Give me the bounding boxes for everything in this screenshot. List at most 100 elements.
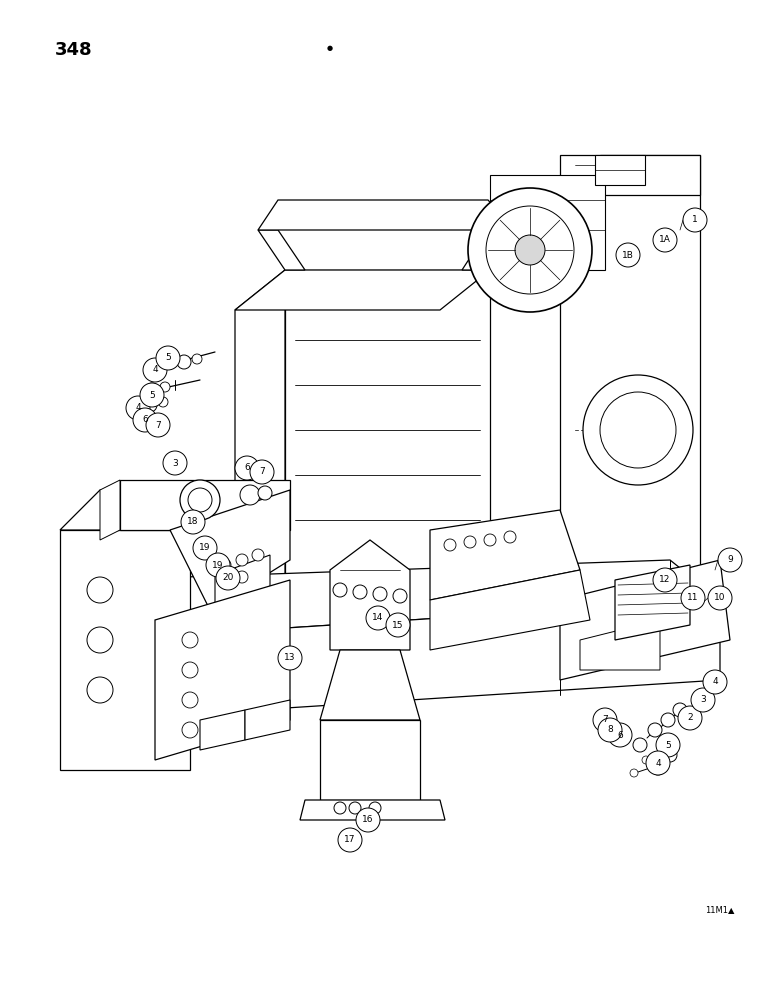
Polygon shape <box>320 720 420 800</box>
Polygon shape <box>170 490 290 610</box>
Circle shape <box>393 589 407 603</box>
Circle shape <box>633 738 647 752</box>
Text: 17: 17 <box>344 836 356 844</box>
Circle shape <box>373 587 387 601</box>
Text: 4: 4 <box>712 678 718 686</box>
Circle shape <box>366 606 390 630</box>
Text: 13: 13 <box>284 654 296 662</box>
Circle shape <box>642 756 650 764</box>
Polygon shape <box>100 560 720 640</box>
Text: 7: 7 <box>259 468 265 477</box>
Text: 2: 2 <box>687 714 693 722</box>
Polygon shape <box>320 650 420 720</box>
Polygon shape <box>100 480 120 540</box>
Circle shape <box>206 553 230 577</box>
Text: 5: 5 <box>665 740 671 750</box>
Polygon shape <box>258 230 305 270</box>
Circle shape <box>353 585 367 599</box>
Circle shape <box>653 568 677 592</box>
Circle shape <box>656 733 680 757</box>
Polygon shape <box>430 510 580 600</box>
Circle shape <box>646 751 670 775</box>
Circle shape <box>600 392 676 468</box>
Text: 4: 4 <box>135 403 141 412</box>
Polygon shape <box>60 490 230 530</box>
Text: 5: 5 <box>165 354 171 362</box>
Polygon shape <box>200 710 245 750</box>
Circle shape <box>683 208 707 232</box>
Polygon shape <box>615 565 690 640</box>
Circle shape <box>334 802 346 814</box>
Circle shape <box>87 627 113 653</box>
Circle shape <box>236 554 248 566</box>
Text: 8: 8 <box>607 726 613 734</box>
Text: 14: 14 <box>372 613 384 622</box>
Circle shape <box>616 243 640 267</box>
Circle shape <box>593 708 617 732</box>
Text: 6: 6 <box>142 416 148 424</box>
Circle shape <box>143 398 157 412</box>
Circle shape <box>182 692 198 708</box>
Circle shape <box>691 688 715 712</box>
Polygon shape <box>560 560 730 680</box>
Circle shape <box>250 460 274 484</box>
Circle shape <box>182 722 198 738</box>
Circle shape <box>219 576 231 588</box>
Circle shape <box>252 549 264 561</box>
Text: 12: 12 <box>659 576 671 584</box>
Circle shape <box>219 559 231 571</box>
Circle shape <box>608 723 632 747</box>
Polygon shape <box>330 540 410 650</box>
Circle shape <box>386 613 410 637</box>
Circle shape <box>651 761 665 775</box>
Polygon shape <box>300 800 445 820</box>
Circle shape <box>278 646 302 670</box>
Text: 3: 3 <box>172 458 178 468</box>
Circle shape <box>216 566 240 590</box>
Circle shape <box>663 748 677 762</box>
Text: 20: 20 <box>222 574 234 582</box>
Circle shape <box>349 802 361 814</box>
Polygon shape <box>235 270 285 620</box>
Circle shape <box>236 571 248 583</box>
Circle shape <box>338 828 362 852</box>
Text: 4: 4 <box>655 758 661 768</box>
Text: 4: 4 <box>152 365 158 374</box>
Text: ●: ● <box>327 45 333 51</box>
Circle shape <box>156 346 180 370</box>
Polygon shape <box>215 555 270 610</box>
Circle shape <box>87 577 113 603</box>
Text: 19: 19 <box>199 544 211 552</box>
Circle shape <box>146 413 170 437</box>
Text: 5: 5 <box>149 390 155 399</box>
Circle shape <box>140 383 164 407</box>
Text: 6: 6 <box>244 464 250 473</box>
Circle shape <box>193 536 217 560</box>
Circle shape <box>708 586 732 610</box>
Circle shape <box>240 485 260 505</box>
Text: 3: 3 <box>700 696 706 704</box>
Circle shape <box>177 355 191 369</box>
Text: 18: 18 <box>187 518 199 526</box>
Circle shape <box>143 358 167 382</box>
Polygon shape <box>430 570 590 650</box>
Text: 10: 10 <box>714 593 725 602</box>
Polygon shape <box>462 230 515 270</box>
Polygon shape <box>560 155 700 620</box>
Circle shape <box>718 548 742 572</box>
Circle shape <box>703 670 727 694</box>
Polygon shape <box>120 480 290 530</box>
Text: 7: 7 <box>602 716 608 724</box>
Circle shape <box>145 383 159 397</box>
Polygon shape <box>245 700 290 740</box>
Circle shape <box>158 397 168 407</box>
Circle shape <box>515 235 545 265</box>
Circle shape <box>369 802 381 814</box>
Polygon shape <box>155 580 290 760</box>
Circle shape <box>504 531 516 543</box>
Text: 15: 15 <box>392 620 404 630</box>
Text: 1: 1 <box>692 216 698 225</box>
Circle shape <box>181 510 205 534</box>
Circle shape <box>182 632 198 648</box>
Polygon shape <box>235 270 490 310</box>
